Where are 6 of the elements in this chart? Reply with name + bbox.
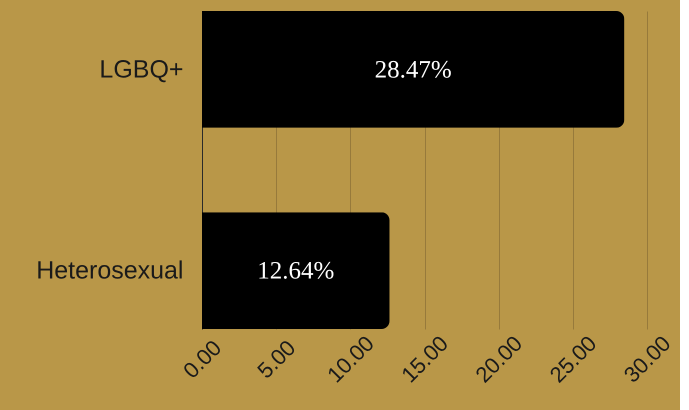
data-label: 12.64% xyxy=(257,258,334,285)
y-tick-label: LGBQ+ xyxy=(99,55,184,84)
y-tick-label: Heterosexual xyxy=(36,256,184,285)
data-label: 28.47% xyxy=(374,56,452,84)
x-tick-label: 0.00 xyxy=(178,335,226,384)
x-tick-label: 5.00 xyxy=(252,335,300,384)
